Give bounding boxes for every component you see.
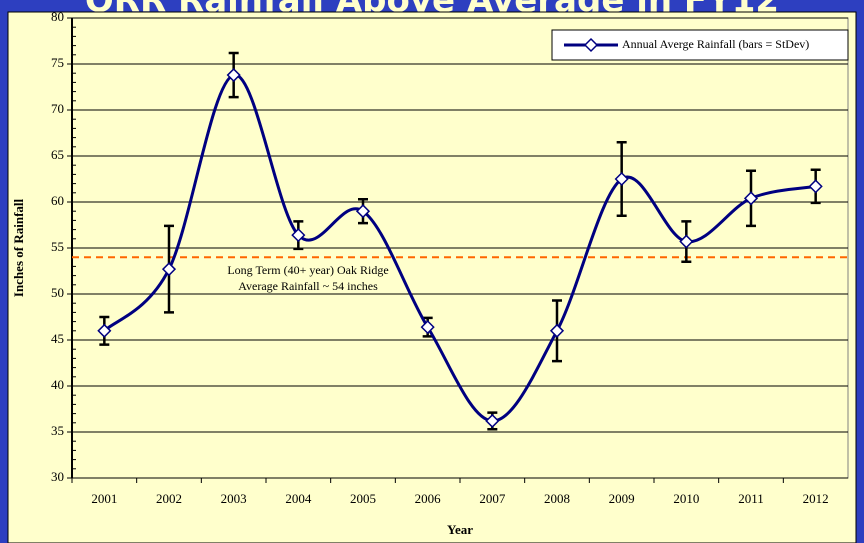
marker xyxy=(549,323,565,338)
x-tick-label: 2007 xyxy=(479,491,506,506)
x-tick-label: 2003 xyxy=(221,491,247,506)
reference-label: Average Rainfall ~ 54 inches xyxy=(238,279,378,293)
marker xyxy=(420,320,435,335)
x-tick-label: 2002 xyxy=(156,491,182,506)
y-tick-label: 70 xyxy=(51,101,64,116)
marker xyxy=(679,234,694,249)
y-tick-label: 65 xyxy=(51,147,64,162)
legend-marker xyxy=(583,37,599,53)
y-tick-label: 55 xyxy=(51,239,64,254)
marker xyxy=(808,179,823,194)
series-line xyxy=(103,73,816,423)
legend-label: Annual Averge Rainfall (bars = StDev) xyxy=(622,37,809,51)
y-axis-label: Inches of Rainfall xyxy=(11,198,26,297)
x-tick-label: 2009 xyxy=(609,491,635,506)
y-tick-label: 45 xyxy=(51,331,64,346)
marker xyxy=(485,413,500,429)
marker xyxy=(743,191,759,206)
marker xyxy=(614,171,629,187)
x-tick-label: 2011 xyxy=(738,491,764,506)
marker xyxy=(97,323,112,338)
marker xyxy=(161,262,177,277)
y-tick-label: 30 xyxy=(51,469,64,484)
x-tick-label: 2012 xyxy=(803,491,829,506)
reference-label: Long Term (40+ year) Oak Ridge xyxy=(227,263,388,277)
x-tick-label: 2008 xyxy=(544,491,570,506)
x-tick-label: 2010 xyxy=(673,491,699,506)
marker xyxy=(355,204,371,219)
y-tick-label: 35 xyxy=(51,423,64,438)
y-tick-label: 60 xyxy=(51,193,64,208)
marker xyxy=(226,67,241,83)
x-tick-label: 2001 xyxy=(91,491,117,506)
y-tick-label: 75 xyxy=(51,55,64,70)
y-tick-label: 80 xyxy=(51,9,64,24)
y-tick-label: 50 xyxy=(51,285,64,300)
y-tick-label: 40 xyxy=(51,377,64,392)
x-axis-label: Year xyxy=(447,522,473,537)
x-tick-label: 2004 xyxy=(285,491,312,506)
x-tick-label: 2006 xyxy=(415,491,442,506)
x-tick-label: 2005 xyxy=(350,491,376,506)
marker xyxy=(291,228,306,243)
